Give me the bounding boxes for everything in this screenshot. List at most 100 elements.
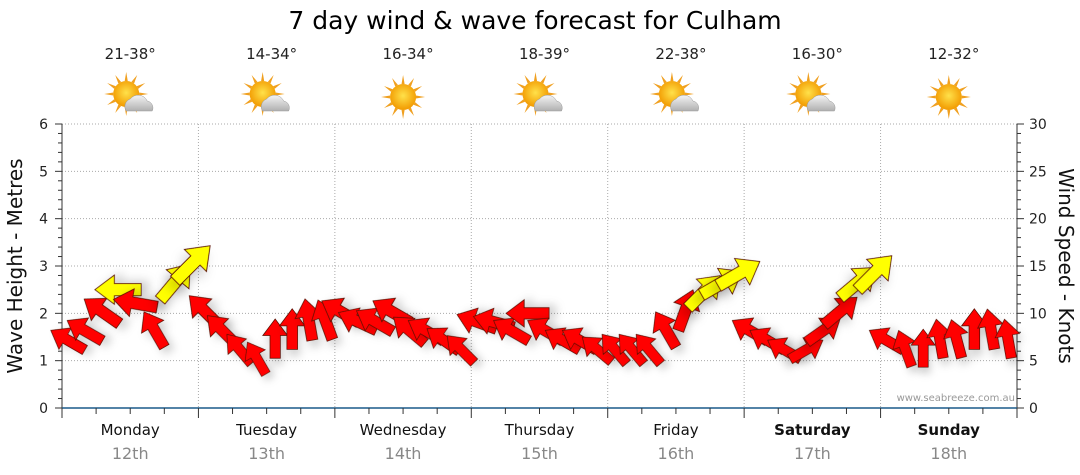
sun-ray — [392, 77, 398, 87]
wind-arrow — [505, 298, 550, 328]
y-tick-label-right: 25 — [1029, 164, 1047, 180]
chart-title: 7 day wind & wave forecast for Culham — [288, 6, 781, 35]
y-tick-label-left: 3 — [39, 259, 48, 275]
sun-ray — [533, 72, 538, 82]
wind-arrow — [943, 319, 969, 360]
temperature-range: 12-32° — [928, 45, 979, 63]
sun-ray — [139, 92, 149, 96]
wind-arrow — [446, 335, 479, 367]
sun-ray — [104, 92, 114, 96]
temperature-range: 18-39° — [519, 45, 570, 63]
wind-arrow — [994, 318, 1021, 360]
partly-cloudy-icon — [240, 72, 290, 116]
sun-ray — [513, 92, 523, 96]
y-tick-label-right: 20 — [1029, 212, 1047, 228]
y-tick-label-right: 5 — [1029, 354, 1038, 370]
wind-arrow — [852, 255, 893, 295]
wind-arrow — [83, 297, 124, 329]
wind-arrow — [278, 308, 306, 350]
y-tick-label-left: 4 — [39, 212, 48, 228]
y-tick-label-right: 0 — [1029, 401, 1038, 417]
wind-arrow — [581, 336, 616, 366]
date-label: 14th — [385, 444, 422, 463]
sun-ray — [240, 92, 250, 96]
wind-arrow — [819, 296, 858, 330]
y-tick-label-right: 30 — [1029, 117, 1047, 133]
sun-ray — [516, 99, 526, 105]
sun-ray — [929, 102, 939, 108]
y-tick-label-left: 5 — [39, 164, 48, 180]
y-tick-label-left: 0 — [39, 401, 48, 417]
wind-arrow — [977, 308, 1004, 351]
wind-arrow — [544, 327, 583, 355]
sun-ray — [415, 95, 426, 99]
sun-ray — [131, 74, 138, 84]
sun-ray — [384, 102, 393, 108]
sun-ray — [251, 74, 258, 84]
sun-ray — [107, 99, 116, 105]
day-label: Monday — [101, 421, 160, 439]
wind-arrow — [960, 308, 988, 350]
date-label: 13th — [248, 444, 285, 463]
partly-cloudy-icon — [786, 72, 836, 116]
partly-cloudy-icon — [513, 72, 563, 116]
sun-ray — [115, 104, 122, 114]
sun-ray — [413, 102, 423, 108]
wind-arrow — [714, 257, 761, 292]
day-label: Sunday — [918, 421, 981, 439]
sun-ray — [243, 99, 253, 105]
wind-arrows — [50, 245, 1021, 377]
sun-ray — [961, 95, 971, 99]
wind-arrow — [910, 328, 936, 368]
sun-ray — [408, 107, 415, 117]
cloud — [670, 94, 699, 112]
axes: 0 1 2 3 4 5 6 0 5 10 15 20 25 30 Monday 12th Tuesday 13th… — [39, 117, 1047, 463]
y-tick-label-left: 6 — [39, 117, 48, 133]
sun-ray — [789, 83, 798, 89]
wind-arrow — [169, 245, 211, 286]
temperature-range: 16-30° — [792, 45, 843, 63]
sun-ray — [548, 92, 558, 96]
y-axis-right-label: Wind Speed - Knots — [1054, 168, 1078, 364]
wind-arrow — [786, 337, 824, 365]
sun-ray — [677, 74, 683, 84]
partly-cloudy-icon — [104, 72, 154, 116]
sun-ray — [401, 109, 405, 119]
cloud — [124, 94, 154, 112]
sun-ray — [813, 74, 820, 84]
date-label: 18th — [930, 444, 967, 463]
sun-icon — [381, 75, 426, 119]
sun-ray — [275, 92, 285, 96]
sun-ray — [524, 104, 531, 114]
sun-ray — [797, 104, 804, 114]
sun-ray — [136, 83, 146, 89]
wind-arrow — [244, 341, 271, 377]
cloud — [261, 94, 290, 112]
day-label: Thursday — [504, 421, 575, 439]
sun-ray — [124, 72, 128, 82]
sun-ray — [267, 74, 274, 84]
sun-ray — [937, 107, 944, 117]
y-tick-label-right: 15 — [1029, 259, 1047, 275]
y-tick-label-left: 1 — [39, 354, 48, 370]
date-label: 12th — [112, 444, 149, 463]
sun-ray — [660, 104, 667, 114]
sun-ray — [797, 74, 804, 84]
sun-ray — [545, 83, 555, 89]
sun-ray — [261, 72, 265, 82]
y-axis-left-label: Wave Height - Metres — [3, 158, 27, 373]
sun-disc — [390, 84, 417, 110]
sun-ray — [649, 92, 660, 96]
sun-icon — [926, 75, 971, 119]
sun-ray — [682, 83, 691, 89]
sun-ray — [408, 77, 415, 87]
sun-ray — [786, 92, 796, 96]
date-label: 15th — [521, 444, 558, 463]
sun-ray — [381, 95, 391, 99]
wind-arrow — [393, 316, 429, 348]
sun-ray — [660, 74, 667, 84]
wind-arrow — [112, 288, 159, 318]
partly-cloudy-icon — [649, 72, 699, 116]
wind-arrow — [635, 333, 665, 368]
